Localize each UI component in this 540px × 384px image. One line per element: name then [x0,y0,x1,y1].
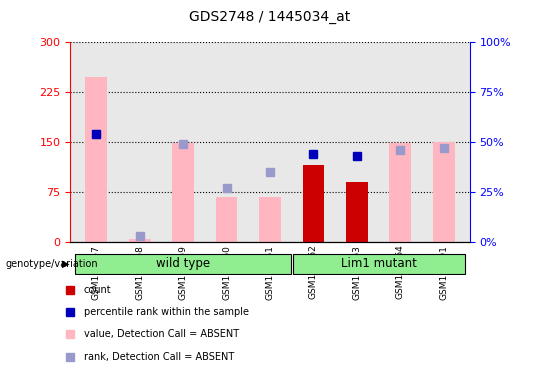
Text: Lim1 mutant: Lim1 mutant [341,257,416,270]
Bar [433,142,455,242]
Text: wild type: wild type [156,257,210,270]
Bar [259,197,281,242]
Text: genotype/variation: genotype/variation [5,259,98,269]
Bar [302,166,325,242]
FancyBboxPatch shape [76,255,291,273]
FancyBboxPatch shape [293,255,464,273]
Bar [389,143,411,242]
Text: GDS2748 / 1445034_at: GDS2748 / 1445034_at [190,10,350,24]
Text: rank, Detection Call = ABSENT: rank, Detection Call = ABSENT [84,352,234,362]
Bar [215,197,238,242]
Bar [172,143,194,242]
Text: ▶: ▶ [62,259,70,269]
Bar [85,77,107,242]
Text: count: count [84,285,111,295]
Text: percentile rank within the sample: percentile rank within the sample [84,307,249,317]
Bar [129,238,151,242]
Bar [346,182,368,242]
Text: value, Detection Call = ABSENT: value, Detection Call = ABSENT [84,329,239,339]
